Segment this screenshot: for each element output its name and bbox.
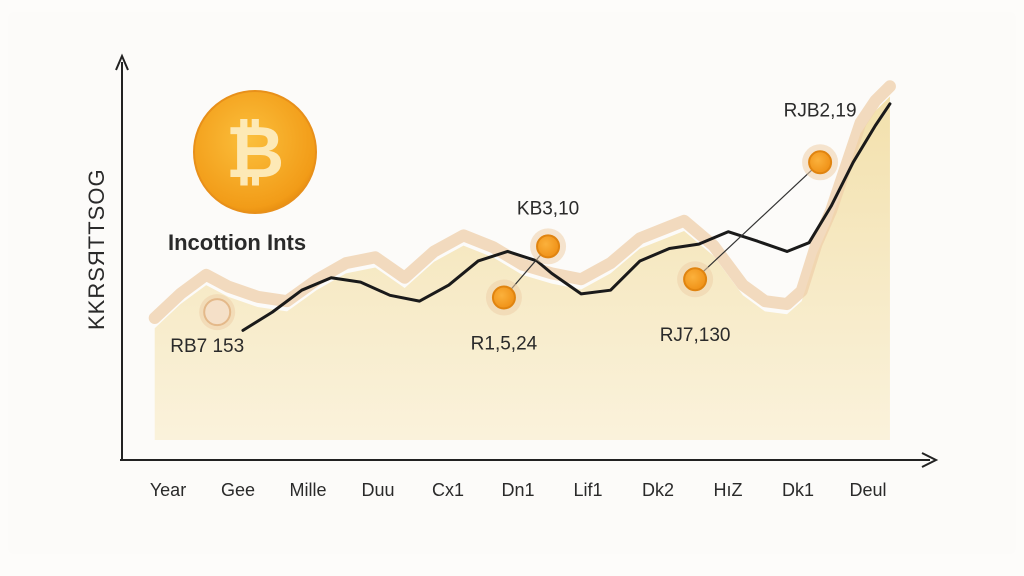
data-label: R1,5,24: [471, 334, 538, 355]
x-tick-label: Deul: [849, 480, 886, 500]
x-tick-label: HıZ: [714, 480, 743, 500]
data-marker: [485, 279, 522, 316]
x-axis-arrow: [921, 452, 939, 468]
annotation-connector: [694, 161, 821, 280]
y-axis-arrow: [115, 53, 129, 71]
x-tick-label: Dk2: [642, 480, 674, 500]
bitcoin-icon: ₿: [193, 90, 317, 214]
x-tick-label: Gee: [221, 480, 255, 500]
x-tick-layer: Year Gee Mille Duu Cx1 Dn1 Lif1 Dk2 HıZ Dk1 Deul: [150, 480, 887, 500]
data-marker: [530, 228, 567, 265]
area-layer: [154, 96, 890, 441]
x-tick-label: Dk1: [782, 480, 814, 500]
x-tick-label: Cx1: [432, 480, 464, 500]
series-area: [154, 96, 890, 441]
marker-layer: RB7 153 R1,5,24 KB3,10 RJ7,130 RJB2,19: [170, 100, 856, 357]
bitcoin-symbol: ₿: [226, 110, 285, 194]
series-line: [241, 102, 892, 332]
data-marker: [802, 144, 839, 181]
x-tick-label: Mille: [289, 480, 326, 500]
chart-title: Incottion Ints: [168, 230, 306, 255]
x-tick-label: Duu: [361, 480, 394, 500]
x-tick-label: Dn1: [501, 480, 534, 500]
y-axis-label: KKRSЯTTSOG: [84, 168, 109, 330]
data-label: KB3,10: [517, 198, 579, 219]
data-label: RB7 153: [170, 336, 244, 357]
data-marker: [677, 261, 714, 298]
data-marker: [199, 294, 236, 331]
x-tick-label: Lif1: [573, 480, 602, 500]
data-label: RJB2,19: [784, 100, 857, 121]
data-label: RJ7,130: [660, 325, 731, 346]
x-tick-label: Year: [150, 480, 186, 500]
line-layer: [241, 102, 892, 332]
axes: [115, 53, 939, 468]
